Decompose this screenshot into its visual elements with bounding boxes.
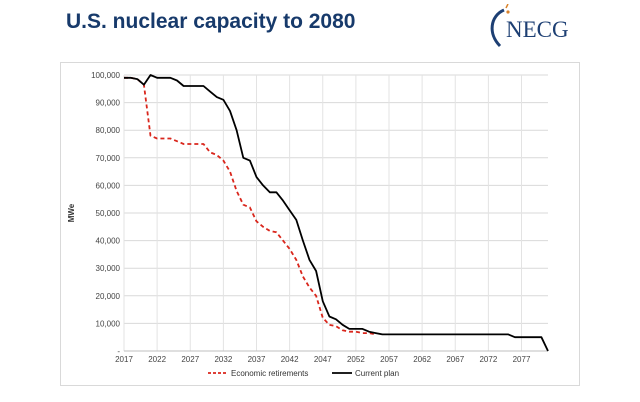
grid-lines <box>123 74 548 351</box>
x-tick-label: 2047 <box>314 355 332 364</box>
series-line-current-plan <box>124 74 549 352</box>
necg-logo: NECG <box>484 4 584 50</box>
x-tick-label: 2032 <box>214 355 232 364</box>
x-tick-label: 2077 <box>513 355 531 364</box>
legend-label: Current plan <box>355 369 399 378</box>
y-axis-title: MWe <box>67 203 76 222</box>
x-tick-label: 2062 <box>413 355 431 364</box>
capacity-chart: - 10,000 20,000 30,000 40,000 50,000 60,000 70,… <box>67 71 549 378</box>
x-tick-label: 2072 <box>479 355 497 364</box>
legend-label: Economic retirements <box>231 369 308 378</box>
y-tick-label: 30,000 <box>96 264 121 273</box>
y-tick-label: 40,000 <box>96 237 121 246</box>
y-tick-label: 80,000 <box>96 126 121 135</box>
legend: Economic retirements Current plan <box>208 369 399 378</box>
series-line-economic-retirements <box>124 76 376 336</box>
y-tick-label: 70,000 <box>96 154 121 163</box>
y-axis-ticks: - 10,000 20,000 30,000 40,000 50,000 60,000 70,… <box>91 71 120 356</box>
x-tick-label: 2057 <box>380 355 398 364</box>
x-tick-label: 2037 <box>248 355 266 364</box>
y-tick-label: 90,000 <box>96 99 121 108</box>
x-tick-label: 2027 <box>181 355 199 364</box>
slide-title: U.S. nuclear capacity to 2080 <box>66 10 356 33</box>
x-tick-label: 2042 <box>281 355 299 364</box>
y-tick-label: 60,000 <box>96 181 121 190</box>
x-tick-label: 2052 <box>347 355 365 364</box>
logo-text: NECG <box>506 17 569 42</box>
y-tick-label: 20,000 <box>96 292 121 301</box>
y-tick-label: - <box>117 347 120 356</box>
y-tick-label: 10,000 <box>96 319 121 328</box>
series-lines <box>124 74 549 352</box>
logo-swoosh-icon <box>490 4 510 48</box>
x-tick-label: 2067 <box>446 355 464 364</box>
x-axis-ticks: 2017 2022 2027 2032 2037 2042 2047 2052 2057 2062… <box>115 355 531 364</box>
chart-frame <box>60 62 580 386</box>
y-tick-label: 50,000 <box>96 209 121 218</box>
x-tick-label: 2017 <box>115 355 133 364</box>
x-tick-label: 2022 <box>148 355 166 364</box>
y-tick-label: 100,000 <box>91 71 120 80</box>
